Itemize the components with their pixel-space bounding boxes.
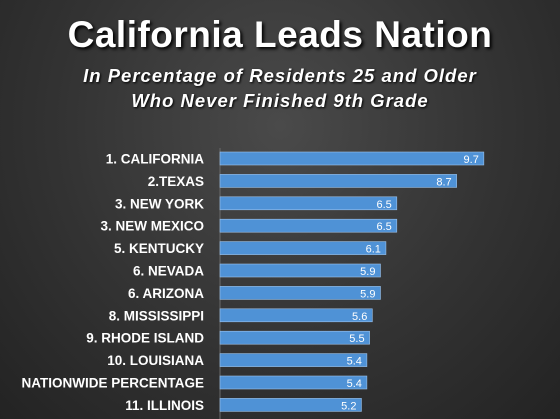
category-label: 8. MISSISSIPPI xyxy=(109,308,204,323)
category-label: 3. NEW MEXICO xyxy=(100,219,204,234)
bar xyxy=(219,241,387,255)
data-label: 5.2 xyxy=(341,400,356,412)
chart-subtitle-line-1: In Percentage of Residents 25 and Older xyxy=(83,65,477,86)
category-label: 1. CALIFORNIA xyxy=(106,152,205,167)
data-label: 5.4 xyxy=(347,356,362,368)
bar xyxy=(219,286,381,300)
bar xyxy=(219,196,398,211)
data-label: 6.5 xyxy=(377,199,392,211)
bar xyxy=(219,218,398,233)
category-label: 2.TEXAS xyxy=(148,174,204,189)
bar xyxy=(219,308,373,323)
bar xyxy=(219,151,485,166)
category-label: 6. NEVADA xyxy=(133,264,204,279)
data-label: 5.6 xyxy=(352,311,367,323)
bar xyxy=(219,330,370,345)
category-label: 11. ILLINOIS xyxy=(125,398,204,413)
category-label: 3. NEW YORK xyxy=(115,196,204,211)
category-label: 6. ARIZONA xyxy=(128,286,204,301)
bar xyxy=(219,375,368,390)
bar xyxy=(219,174,457,188)
data-label: 9.7 xyxy=(464,154,479,166)
bar xyxy=(219,353,368,367)
category-label: 10. LOUISIANA xyxy=(107,353,204,368)
bar xyxy=(219,263,381,278)
data-label: 5.9 xyxy=(360,288,375,300)
data-label: 5.4 xyxy=(347,378,362,390)
data-label: 6.1 xyxy=(366,244,381,256)
data-label: 8.7 xyxy=(436,176,451,188)
bar xyxy=(219,398,362,412)
category-label: 9. RHODE ISLAND xyxy=(86,331,204,346)
category-label: 5. KENTUCKY xyxy=(114,241,204,256)
data-label: 6.5 xyxy=(377,221,392,233)
data-label: 5.5 xyxy=(349,333,364,345)
category-label: NATIONWIDE PERCENTAGE xyxy=(21,376,204,391)
data-label: 5.9 xyxy=(360,266,375,278)
chart-subtitle-line-2: Who Never Finished 9th Grade xyxy=(131,90,429,111)
chart-title: California Leads Nation xyxy=(67,14,493,55)
